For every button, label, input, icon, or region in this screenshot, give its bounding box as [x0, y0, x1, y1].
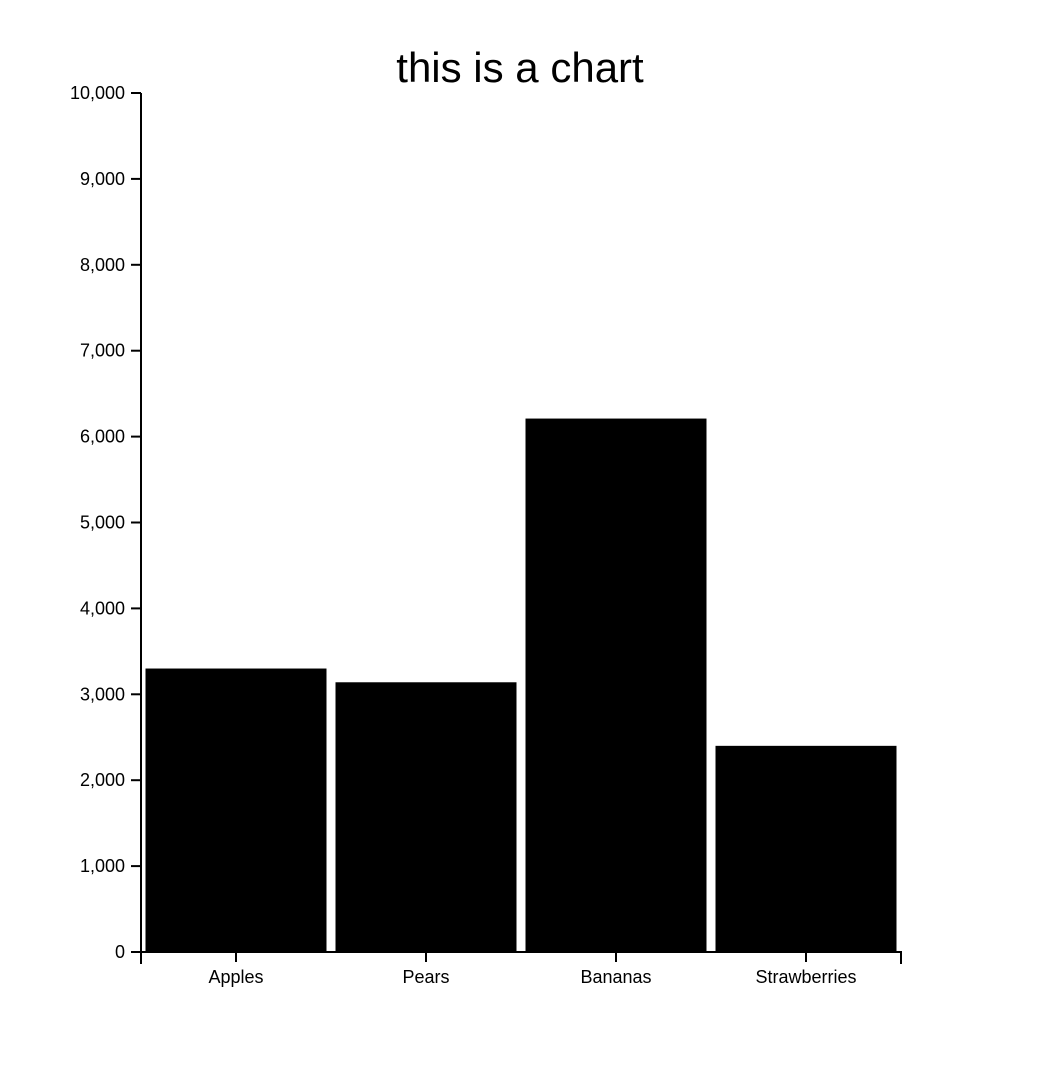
x-tick-label: Apples: [208, 967, 263, 987]
y-tick-label: 10,000: [70, 83, 125, 103]
y-tick-label: 3,000: [80, 684, 125, 704]
y-tick-label: 0: [115, 942, 125, 962]
y-tick-label: 4,000: [80, 598, 125, 618]
bar-bananas: [525, 418, 707, 952]
bars-group: [145, 418, 897, 952]
bar-strawberries: [715, 745, 897, 952]
y-tick-label: 2,000: [80, 770, 125, 790]
bar-pears: [335, 682, 517, 952]
y-tick-label: 5,000: [80, 513, 125, 533]
y-tick-label: 8,000: [80, 255, 125, 275]
y-tick-label: 7,000: [80, 341, 125, 361]
bar-apples: [145, 668, 327, 952]
x-axis-line: [140, 951, 902, 964]
y-tick-label: 9,000: [80, 169, 125, 189]
y-tick-label: 1,000: [80, 856, 125, 876]
x-tick-label: Pears: [402, 967, 449, 987]
x-axis: Apples Pears Bananas Strawberries: [140, 951, 902, 987]
x-tick-label: Bananas: [580, 967, 651, 987]
y-axis: 0 1,000 2,000 3,000 4,000 5,000 6,000 7,000 8,00…: [70, 83, 142, 962]
x-tick-label: Strawberries: [755, 967, 856, 987]
chart-title: this is a chart: [396, 44, 644, 91]
y-tick-label: 6,000: [80, 427, 125, 447]
